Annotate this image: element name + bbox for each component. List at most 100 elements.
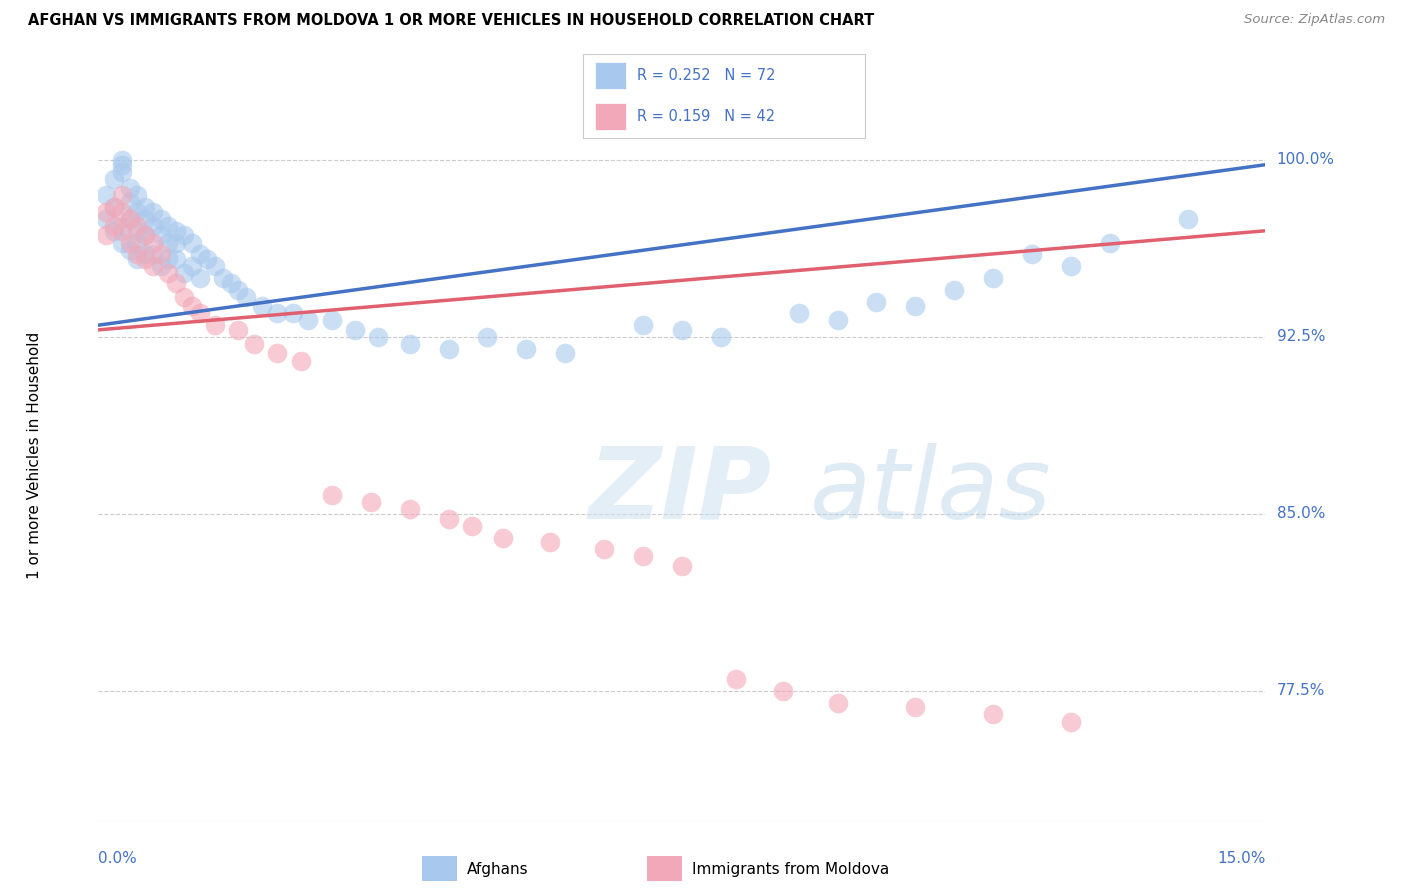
Point (1060, 259, 1083, 273)
Point (111, 224, 134, 238)
Point (321, 313, 343, 327)
Point (631, 549, 654, 564)
Point (710, 330, 733, 344)
Text: 100.0%: 100.0% (1277, 153, 1334, 168)
Point (165, 235, 187, 250)
Point (142, 235, 165, 250)
Point (188, 306, 211, 320)
Point (281, 306, 304, 320)
Text: 77.5%: 77.5% (1277, 683, 1324, 698)
Point (515, 342, 537, 356)
Point (134, 228, 156, 243)
Point (250, 299, 273, 313)
Point (118, 211, 141, 226)
Point (111, 165, 134, 179)
Point (1021, 247, 1043, 261)
Point (96, 205, 118, 219)
Text: ZIP: ZIP (589, 443, 772, 540)
Point (671, 323, 693, 337)
Point (96, 188, 118, 202)
Point (103, 172, 125, 186)
Point (827, 313, 849, 327)
Point (290, 353, 312, 368)
Point (149, 228, 172, 243)
Point (981, 707, 1004, 722)
Point (981, 271, 1004, 285)
Point (243, 337, 266, 351)
Point (127, 247, 149, 261)
Point (827, 696, 849, 710)
Point (118, 181, 141, 195)
Point (188, 271, 211, 285)
Point (165, 276, 187, 290)
Point (266, 346, 288, 360)
Text: 0.0%: 0.0% (98, 851, 138, 866)
Point (149, 259, 172, 273)
Point (725, 672, 748, 686)
Point (219, 276, 242, 290)
Point (127, 205, 149, 219)
Point (173, 290, 195, 304)
Point (904, 700, 927, 714)
Point (477, 330, 499, 344)
Point (772, 684, 794, 698)
Text: AFGHAN VS IMMIGRANTS FROM MOLDOVA 1 OR MORE VEHICLES IN HOUSEHOLD CORRELATION CH: AFGHAN VS IMMIGRANTS FROM MOLDOVA 1 OR M… (28, 13, 875, 29)
Point (195, 252, 218, 266)
Point (904, 299, 927, 313)
Point (437, 511, 460, 525)
Point (180, 259, 202, 273)
Point (943, 283, 966, 297)
Point (142, 259, 165, 273)
Point (127, 188, 149, 202)
Point (127, 235, 149, 250)
Point (671, 558, 693, 573)
Text: Immigrants from Moldova: Immigrants from Moldova (692, 863, 889, 877)
Point (554, 346, 576, 360)
Text: Afghans: Afghans (467, 863, 529, 877)
Point (134, 228, 156, 243)
Text: 1 or more Vehicles in Household: 1 or more Vehicles in Household (27, 331, 42, 579)
Point (173, 266, 195, 280)
Point (492, 531, 515, 545)
Point (96, 228, 118, 243)
Point (321, 488, 343, 502)
Point (188, 247, 211, 261)
Point (103, 200, 125, 214)
Bar (595, 62, 626, 89)
Point (1060, 714, 1083, 729)
Point (142, 219, 165, 233)
Point (127, 224, 149, 238)
Point (173, 228, 195, 243)
Point (157, 235, 180, 250)
Point (118, 211, 141, 226)
Point (235, 290, 257, 304)
Point (111, 219, 134, 233)
Point (204, 259, 226, 273)
Point (266, 306, 288, 320)
Point (111, 188, 134, 202)
Point (118, 243, 141, 257)
Point (157, 252, 180, 266)
Point (593, 542, 616, 557)
Point (165, 224, 187, 238)
Point (134, 252, 156, 266)
Point (111, 205, 134, 219)
Point (297, 313, 319, 327)
Text: 15.0%: 15.0% (1218, 851, 1265, 866)
Point (111, 153, 134, 167)
Point (157, 266, 180, 280)
Point (103, 200, 125, 214)
Point (127, 219, 149, 233)
Point (212, 271, 235, 285)
Point (103, 224, 125, 238)
Text: Source: ZipAtlas.com: Source: ZipAtlas.com (1244, 13, 1385, 27)
Point (360, 495, 382, 509)
Point (127, 252, 149, 266)
Text: 92.5%: 92.5% (1277, 329, 1324, 344)
Point (118, 195, 141, 210)
Point (96, 211, 118, 226)
Text: R = 0.252   N = 72: R = 0.252 N = 72 (637, 68, 776, 83)
Point (134, 247, 156, 261)
Point (865, 294, 887, 309)
Text: 85.0%: 85.0% (1277, 507, 1324, 522)
